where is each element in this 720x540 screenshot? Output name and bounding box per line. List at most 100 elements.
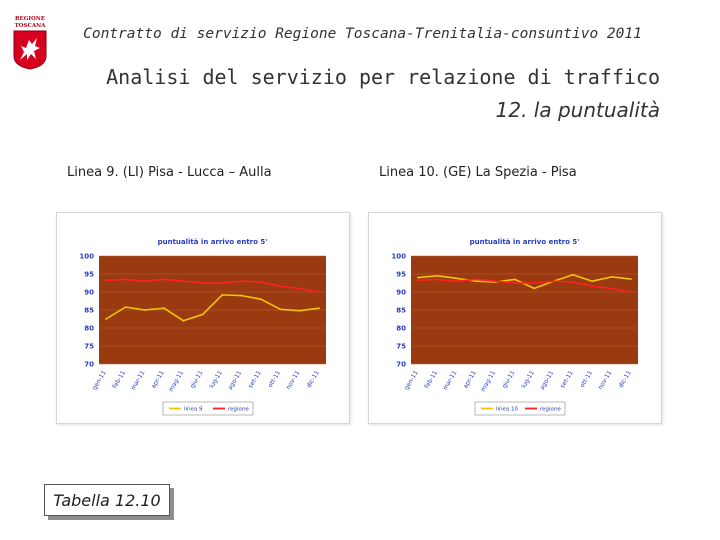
chart-linea-9-svg: puntualità in arrivo entro 5' 100 95 90 85 80… bbox=[79, 238, 326, 416]
linea-10-xtick-giu-11: giu-11 bbox=[501, 369, 517, 389]
linea-9-ytick-85: 85 bbox=[84, 307, 94, 315]
linea-9-legend-label-1: regione bbox=[228, 407, 249, 413]
linea-9-series-1-point-3 bbox=[163, 278, 165, 281]
linea-9-series-1-point-4 bbox=[182, 280, 185, 283]
linea-9-ytick-80: 80 bbox=[84, 325, 94, 333]
main-title: Analisi del servizio per relazione di tr… bbox=[106, 65, 660, 89]
pegasus-shield-icon bbox=[13, 30, 47, 70]
linea-9-series-0-point-11 bbox=[318, 307, 320, 310]
linea-9-xtick-lug-11: lug-11 bbox=[208, 369, 224, 389]
logo-text-line1: REGIONE bbox=[14, 16, 46, 22]
linea-9-xtick-feb-11: feb-11 bbox=[111, 369, 127, 389]
linea-9-series-0-line bbox=[105, 294, 320, 322]
linea-10-ytick-75: 75 bbox=[396, 343, 406, 351]
regione-toscana-logo: REGIONE TOSCANA bbox=[10, 16, 50, 70]
linea-9-xtick-nov-11: nov-11 bbox=[285, 369, 301, 391]
linea-10-series-1-point-0 bbox=[417, 279, 419, 282]
linea-10-title: puntualità in arrivo entro 5' bbox=[470, 238, 580, 246]
linea-10-ytick-70: 70 bbox=[396, 361, 406, 369]
linea-10-ytick-80: 80 bbox=[396, 325, 406, 333]
linea-9-series-1-point-6 bbox=[221, 282, 224, 284]
table-label-box: Tabella 12.10 bbox=[44, 484, 170, 516]
linea-9-ytick-95: 95 bbox=[84, 271, 94, 279]
linea-9-series-1-point-5 bbox=[201, 282, 204, 284]
linea-10-xtick-dic-11: dic-11 bbox=[617, 369, 632, 389]
linea-10-series-1-point-4 bbox=[494, 280, 497, 283]
linea-10-series-0-point-0 bbox=[417, 276, 419, 279]
linea-10-legend-label-1: regione bbox=[540, 407, 561, 413]
linea-9-series-0-point-5 bbox=[201, 313, 204, 316]
linea-10-series-1-point-3 bbox=[475, 278, 477, 281]
linea-10-series-1-point-1 bbox=[436, 278, 439, 281]
linea-9-xtick-ott-11: ott-11 bbox=[267, 369, 282, 388]
linea-9-series-0-point-9 bbox=[279, 308, 282, 311]
chart-linea-9: puntualità in arrivo entro 5' 100 95 90 85 80… bbox=[56, 212, 350, 424]
linea-10-legend bbox=[474, 401, 566, 416]
linea-10-series-1-point-8 bbox=[572, 281, 574, 283]
linea-9-xtick-set-11: set-11 bbox=[247, 369, 263, 389]
chart-caption-linea-10: Linea 10. (GE) La Spezia - Pisa bbox=[379, 165, 577, 180]
section-subtitle: 12. la puntualità bbox=[495, 98, 660, 122]
linea-10-series-0-point-11 bbox=[630, 278, 632, 280]
linea-10-series-1-point-9 bbox=[591, 285, 594, 288]
linea-9-series-1-point-9 bbox=[279, 285, 282, 288]
linea-10-ytick-85: 85 bbox=[396, 307, 406, 315]
linea-9-series-1-point-2 bbox=[143, 280, 146, 283]
linea-10-xtick-mag-11: mag-11 bbox=[480, 369, 498, 393]
linea-10-series-0-point-3 bbox=[475, 280, 477, 283]
linea-9-series-0-point-0 bbox=[105, 318, 107, 320]
linea-10-series-0-line bbox=[417, 273, 632, 290]
linea-9-series-1-point-11 bbox=[318, 291, 320, 293]
linea-9-ytick-70: 70 bbox=[84, 361, 94, 369]
linea-9-legend-label-0: linea 9 bbox=[184, 407, 203, 413]
linea-9-series-1-point-8 bbox=[260, 281, 262, 283]
linea-9-series-0-point-4 bbox=[182, 319, 185, 322]
linea-10-series-0-point-8 bbox=[572, 273, 574, 276]
linea-10-series-0-point-2 bbox=[455, 277, 458, 280]
linea-10-series-0-point-9 bbox=[591, 280, 594, 283]
linea-10-series-1-point-7 bbox=[552, 280, 555, 283]
linea-10-xtick-ago-11: ago-11 bbox=[539, 369, 556, 391]
linea-10-series-0-point-5 bbox=[513, 278, 516, 281]
linea-9-series-1-line bbox=[105, 278, 320, 293]
linea-10-series-0-point-10 bbox=[610, 275, 613, 278]
linea-10-xtick-nov-11: nov-11 bbox=[597, 369, 613, 391]
linea-10-ytick-95: 95 bbox=[396, 271, 406, 279]
linea-9-series-0-point-2 bbox=[143, 309, 146, 311]
linea-10-series-0-point-6 bbox=[533, 287, 536, 290]
linea-9-ytick-100: 100 bbox=[79, 253, 94, 261]
linea-9-series-1-point-7 bbox=[240, 280, 243, 283]
linea-9-xtick-apr-11: apr-11 bbox=[150, 369, 166, 389]
linea-9-ytick-90: 90 bbox=[84, 289, 94, 297]
linea-10-xtick-mar-11: mar-11 bbox=[442, 369, 459, 391]
chart-linea-10-svg: puntualità in arrivo entro 5' 100 95 90 85 80… bbox=[391, 238, 638, 416]
linea-10-xtick-gen-11: gen-11 bbox=[403, 369, 420, 391]
logo-text-line2: TOSCANA bbox=[14, 23, 46, 29]
linea-9-series-0-point-10 bbox=[298, 309, 301, 312]
linea-10-series-1-point-11 bbox=[630, 291, 632, 293]
linea-9-series-0-point-8 bbox=[260, 298, 262, 301]
linea-9-series-0-point-7 bbox=[240, 294, 243, 297]
linea-9-series-0-point-6 bbox=[221, 293, 224, 296]
linea-10-xtick-lug-11: lug-11 bbox=[520, 369, 536, 389]
linea-9-series-0-point-3 bbox=[163, 307, 165, 310]
linea-10-legend-label-0: linea 10 bbox=[496, 407, 519, 413]
linea-10-xtick-ott-11: ott-11 bbox=[579, 369, 594, 388]
linea-9-xtick-mar-11: mar-11 bbox=[130, 369, 147, 391]
linea-9-ytick-75: 75 bbox=[84, 343, 94, 351]
linea-9-legend bbox=[162, 401, 254, 416]
linea-9-series-1-point-10 bbox=[298, 287, 301, 290]
linea-10-series-1-point-6 bbox=[533, 282, 536, 284]
linea-10-ytick-100: 100 bbox=[391, 253, 406, 261]
linea-10-series-1-point-10 bbox=[610, 287, 613, 290]
linea-9-series-1-point-1 bbox=[124, 278, 127, 281]
header-title: Contratto di servizio Regione Toscana-Tr… bbox=[83, 26, 642, 42]
linea-10-series-0-point-1 bbox=[436, 274, 439, 277]
chart-caption-linea-9: Linea 9. (LI) Pisa - Lucca – Aulla bbox=[67, 165, 272, 180]
chart-linea-10: puntualità in arrivo entro 5' 100 95 90 85 80… bbox=[368, 212, 662, 424]
linea-9-xtick-dic-11: dic-11 bbox=[305, 369, 320, 389]
linea-9-xtick-giu-11: giu-11 bbox=[189, 369, 205, 389]
linea-10-xtick-feb-11: feb-11 bbox=[423, 369, 439, 389]
linea-9-xtick-ago-11: ago-11 bbox=[227, 369, 244, 391]
linea-10-series-1-point-2 bbox=[455, 280, 458, 283]
